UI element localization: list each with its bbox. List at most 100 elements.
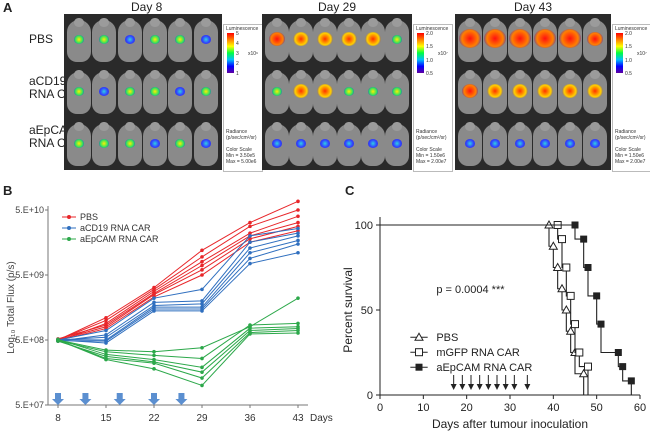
mouse-head	[99, 18, 110, 27]
mouse-2-1-3	[533, 70, 557, 114]
survival-marker	[566, 291, 575, 300]
x-tick-label: 43	[292, 413, 304, 424]
mouse-0-2-1	[92, 122, 117, 166]
x-tick-label: 36	[244, 413, 256, 424]
mouse-head	[74, 122, 84, 131]
data-point	[200, 287, 204, 292]
signal-blob	[490, 139, 500, 148]
treatment-arrow-head	[524, 384, 531, 390]
series-line	[57, 239, 299, 341]
signal-blob	[509, 29, 531, 48]
signal-blob	[272, 139, 282, 148]
mouse-0-0-2	[117, 18, 142, 62]
survival-marker	[561, 304, 572, 314]
signal-blob	[392, 139, 402, 148]
series-line	[57, 252, 299, 344]
series-line	[57, 232, 299, 342]
mouse-2-0-4	[558, 18, 582, 62]
x-tick-label: 30	[504, 402, 516, 414]
data-point	[296, 231, 300, 235]
x-tick-label: 60	[634, 402, 646, 414]
signal-blob	[150, 139, 160, 148]
mouse-head	[175, 18, 186, 27]
data-point	[248, 261, 252, 266]
data-point	[152, 361, 156, 365]
mouse-2-0-2	[508, 18, 532, 62]
series-line	[57, 200, 299, 341]
legend-label: mGFP RNA CAR	[436, 347, 520, 359]
y-axis-label: Log₁₀ Total Flux (p/s)	[6, 261, 17, 353]
treatment-arrow-head	[450, 384, 457, 390]
mouse-head	[392, 122, 402, 131]
data-point	[248, 234, 252, 238]
signal-blob	[175, 87, 186, 96]
mouse-1-1-1	[289, 70, 313, 114]
dosing-arrow	[113, 393, 126, 405]
mouse-2-2-3	[533, 122, 557, 166]
survival-marker	[597, 320, 605, 328]
colorbar-title: Luminescence	[615, 26, 648, 32]
legend-marker	[415, 348, 423, 357]
data-point	[152, 349, 156, 354]
mouse-head	[565, 18, 575, 27]
mouse-head	[515, 70, 525, 79]
colorbar-footer-line-3: Color Scale	[416, 147, 442, 153]
signal-blob	[537, 84, 553, 98]
data-point	[200, 248, 204, 253]
signal-blob	[74, 87, 84, 96]
signal-blob	[293, 84, 309, 98]
data-point	[296, 328, 300, 333]
mouse-head	[344, 18, 354, 27]
mouse-0-0-0	[67, 18, 91, 62]
panel-a-letter: A	[3, 0, 13, 15]
mouse-1-1-2	[313, 70, 337, 114]
data-point	[296, 321, 300, 326]
data-point	[104, 318, 108, 323]
signal-blob	[175, 35, 186, 44]
mouse-0-2-5	[193, 122, 218, 166]
signal-blob	[392, 35, 402, 44]
data-point	[56, 338, 60, 342]
survival-marker	[571, 320, 579, 329]
mouse-head	[150, 122, 160, 131]
treatment-arrow-head	[494, 384, 500, 390]
signal-blob	[368, 139, 378, 148]
survival-marker	[562, 263, 571, 272]
mouse-head	[344, 70, 354, 79]
survival-marker	[557, 283, 567, 293]
y-tick-label: 5.E+09	[15, 270, 44, 280]
mouse-1-2-4	[361, 122, 385, 166]
mouse-0-2-4	[168, 122, 193, 166]
mouse-head	[175, 122, 186, 131]
mouse-head	[296, 70, 306, 79]
mouse-head	[465, 18, 475, 27]
mouse-head	[590, 122, 600, 131]
signal-blob	[365, 32, 381, 46]
colorbar-panel-1: Luminescence 2.0 1.5 1.0 0.5 x10⁷ Radiance (p/s…	[413, 24, 453, 172]
mouse-2-1-0	[458, 70, 482, 114]
mouse-2-2-5	[583, 122, 607, 166]
signal-blob	[74, 35, 84, 44]
data-point	[296, 234, 300, 238]
colorbar-tick: 1.0	[426, 57, 433, 64]
day-label-43: Day 43	[514, 0, 553, 14]
signal-blob	[175, 139, 186, 148]
survival-marker	[584, 362, 592, 371]
data-point	[104, 315, 108, 320]
mouse-2-2-2	[508, 122, 532, 166]
data-point	[200, 365, 204, 370]
row-label-pbs-text: PBS	[29, 32, 54, 46]
colorbar-title: Luminescence	[226, 26, 259, 32]
mouse-head	[344, 122, 354, 131]
colorbar-gradient	[616, 33, 623, 73]
mouse-head	[99, 122, 110, 131]
legend-marker	[414, 332, 424, 341]
colorbar-title: Luminescence	[416, 26, 449, 32]
signal-blob	[562, 84, 578, 98]
x-tick-label: 22	[148, 413, 160, 424]
mouse-head	[124, 122, 135, 131]
mouse-1-2-3	[337, 122, 361, 166]
signal-blob	[540, 139, 550, 148]
mouse-2-0-5	[583, 18, 607, 62]
x-tick-label: 10	[417, 402, 429, 414]
